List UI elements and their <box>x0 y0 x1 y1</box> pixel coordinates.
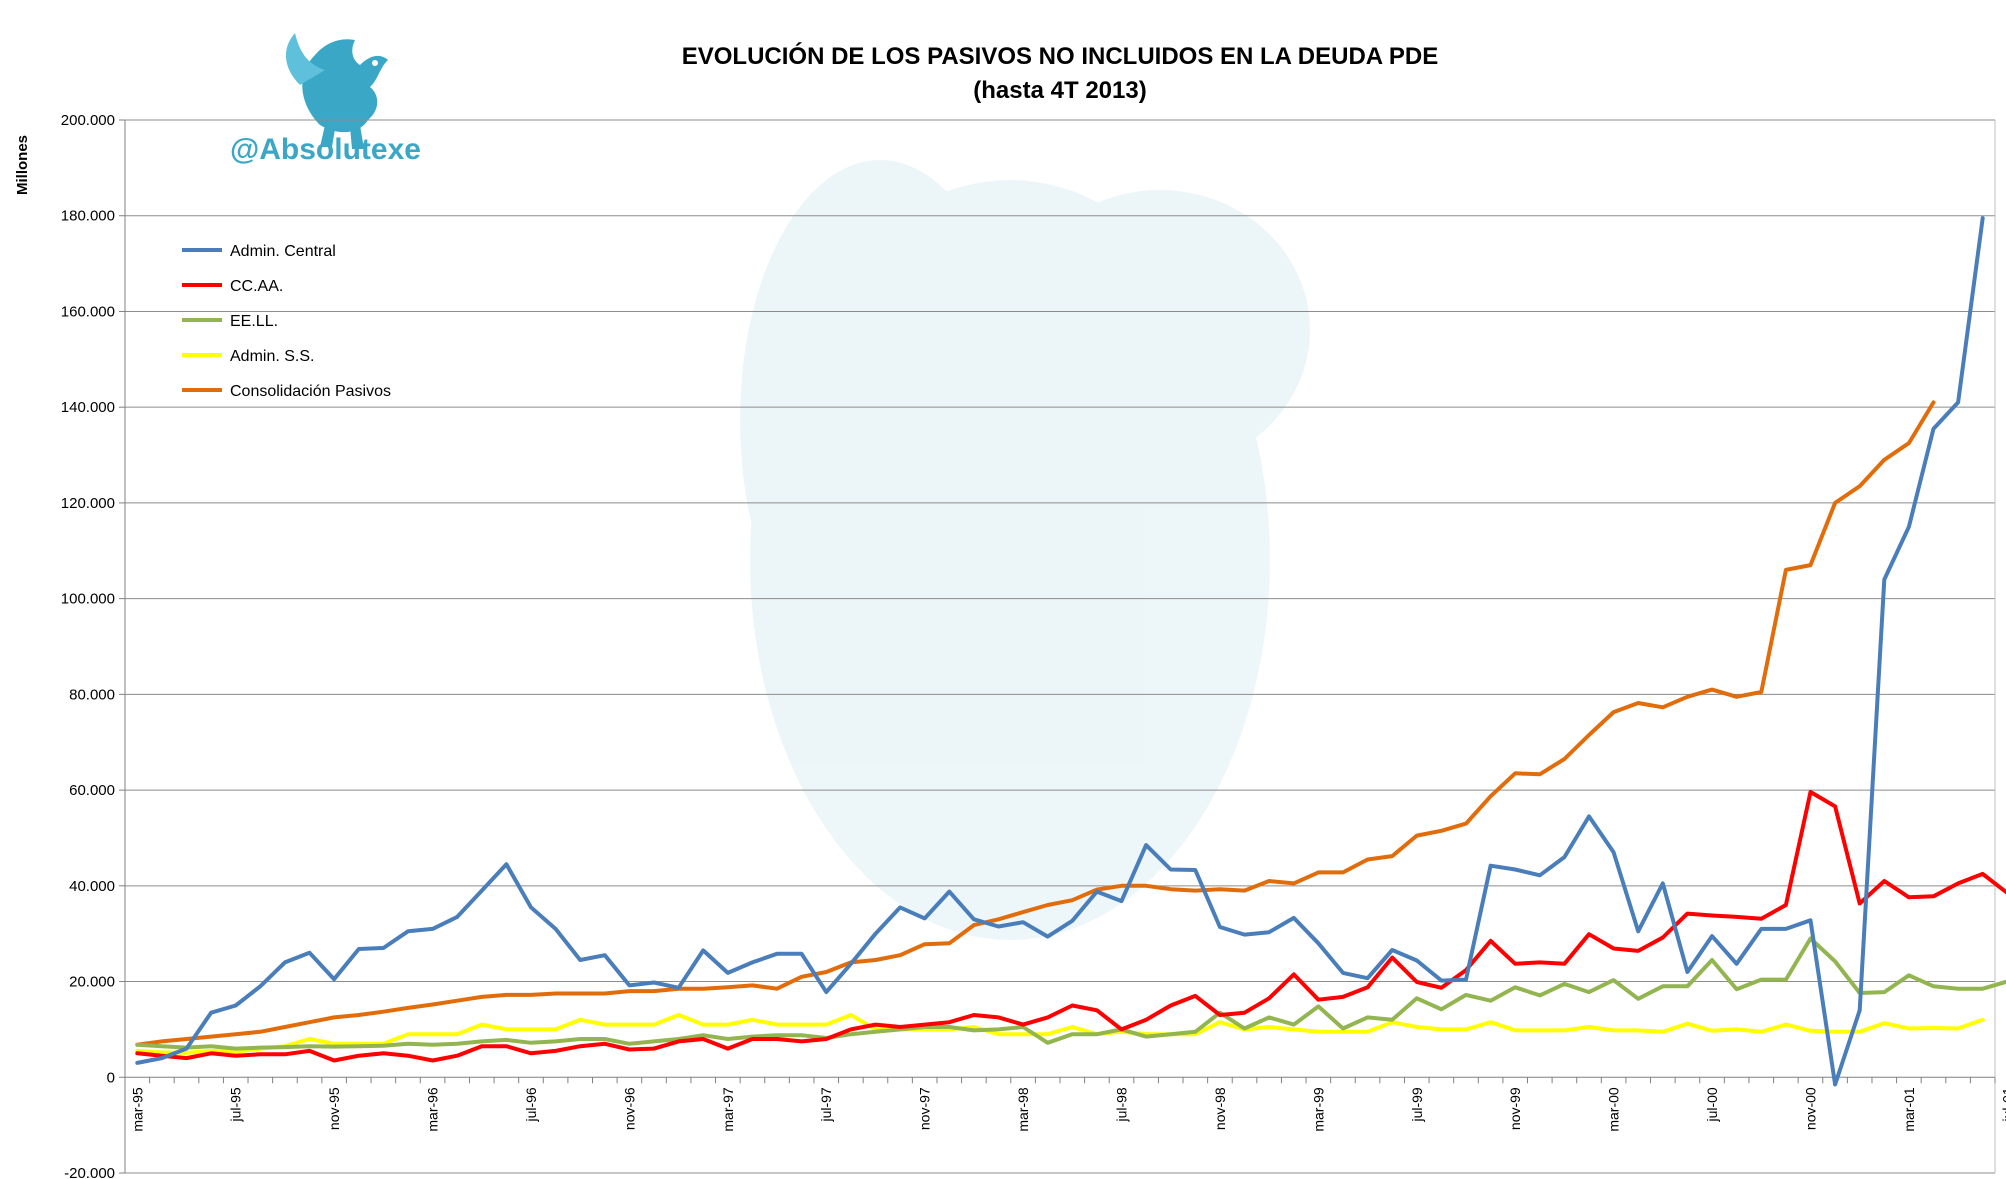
griffin-icon <box>285 33 388 149</box>
x-tick-label: mar-97 <box>720 1087 736 1132</box>
series-line-4 <box>135 400 1936 1047</box>
legend-entry: Admin. Central <box>230 243 336 260</box>
chart-title: EVOLUCIÓN DE LOS PASIVOS NO INCLUIDOS EN… <box>682 42 1439 70</box>
x-tick-label: jul-99 <box>1409 1087 1425 1122</box>
x-tick-label: mar-98 <box>1015 1087 1031 1132</box>
x-tick-label: mar-96 <box>425 1087 441 1132</box>
x-tick-label: jul-98 <box>1114 1087 1130 1122</box>
x-tick-label: mar-99 <box>1310 1087 1326 1132</box>
legend-entry: Admin. S.S. <box>230 348 314 365</box>
x-tick-label: nov-00 <box>1802 1087 1818 1130</box>
x-tick-label: mar-00 <box>1606 1087 1622 1132</box>
x-tick-label: mar-95 <box>129 1087 145 1132</box>
x-tick-label: nov-95 <box>326 1087 342 1130</box>
y-tick-label: 200.000 <box>61 112 115 129</box>
legend-entry: EE.LL. <box>230 313 278 330</box>
legend: Admin. Central CC.AA. EE.LL. Admin. S.S. Con… <box>182 243 391 400</box>
brand-handle: @Absolutexe <box>230 133 421 166</box>
x-tick-label: jul-01 <box>1999 1087 2006 1122</box>
gridlines <box>124 119 1996 1174</box>
y-tick-label: 80.000 <box>69 686 115 703</box>
y-tick-label: 180.000 <box>61 208 115 225</box>
series-lines <box>135 216 2006 1087</box>
series-line-2 <box>135 936 2006 1051</box>
y-tick-label: 100.000 <box>61 591 115 608</box>
y-tick-label: 140.000 <box>61 399 115 416</box>
y-tick-label: 40.000 <box>69 878 115 895</box>
legend-entry: Consolidación Pasivos <box>230 383 391 400</box>
y-tick-label: 60.000 <box>69 782 115 799</box>
y-axis-label: Millones <box>14 135 31 195</box>
series-line-0 <box>135 216 1985 1087</box>
y-tick-label: -20.000 <box>64 1165 115 1179</box>
y-tick-label: 20.000 <box>69 974 115 991</box>
x-axis: mar-95 jul-95 nov-95 mar-96 jul-96 nov-96 mar-… <box>124 1077 2006 1132</box>
y-tick-label: 120.000 <box>61 495 115 512</box>
x-tick-label: nov-96 <box>621 1087 637 1130</box>
series-line-1 <box>135 790 2006 1063</box>
legend-entry: CC.AA. <box>230 278 283 295</box>
x-tick-label: jul-97 <box>818 1087 834 1122</box>
watermark-griffin-icon <box>740 160 1310 940</box>
chart-subtitle: (hasta 4T 2013) <box>973 77 1146 104</box>
x-tick-label: nov-98 <box>1212 1087 1228 1130</box>
series-line-3 <box>135 1013 1985 1055</box>
y-axis-ticks: -20.000 0 20.000 40.000 60.000 80.000 100.000 1… <box>61 112 125 1179</box>
x-tick-label: mar-01 <box>1901 1087 1917 1132</box>
x-tick-label: nov-97 <box>917 1087 933 1130</box>
x-tick-label: jul-96 <box>523 1087 539 1122</box>
y-tick-label: 0 <box>107 1069 115 1086</box>
x-tick-label: jul-00 <box>1704 1087 1720 1122</box>
x-tick-label: jul-95 <box>228 1087 244 1122</box>
y-tick-label: 160.000 <box>61 303 115 320</box>
x-tick-label: nov-99 <box>1507 1087 1523 1130</box>
